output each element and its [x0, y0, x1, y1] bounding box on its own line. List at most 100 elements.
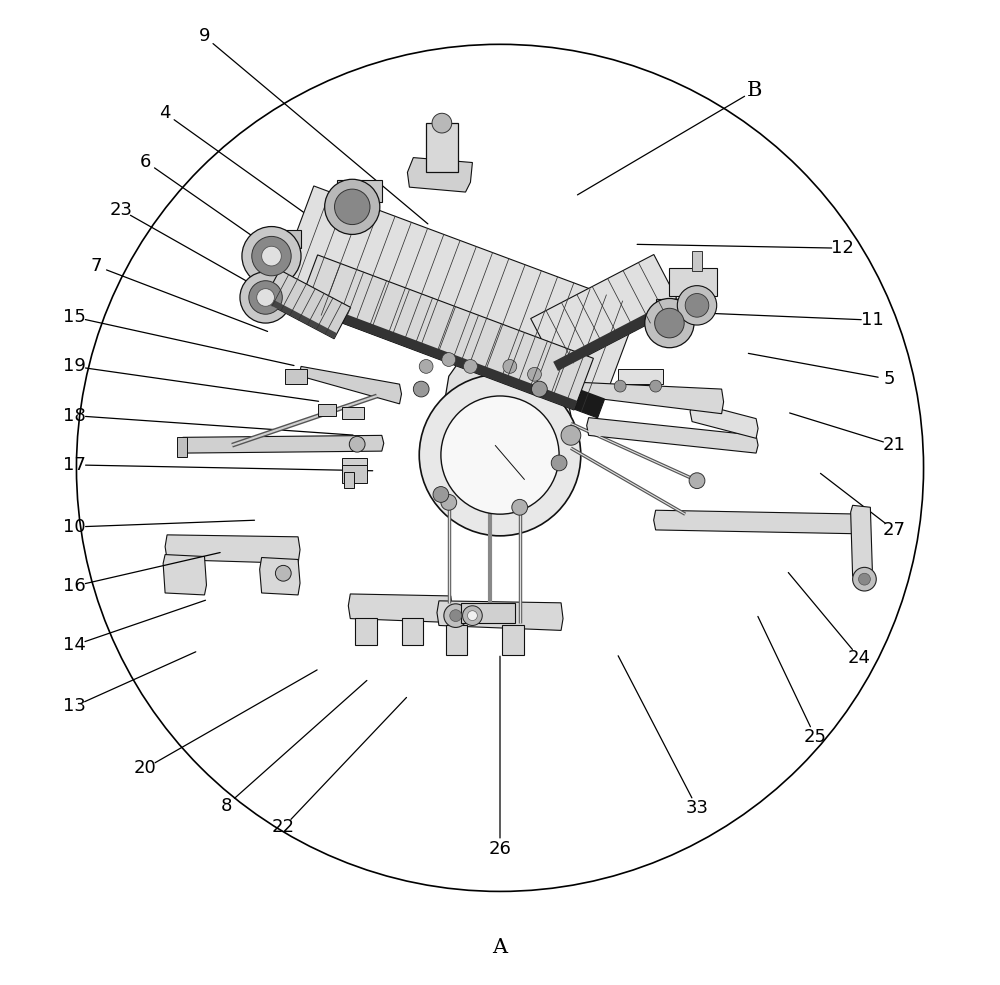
Text: 13: 13	[63, 697, 86, 715]
Bar	[426, 123, 458, 172]
Bar	[342, 407, 364, 419]
Bar	[446, 625, 467, 655]
Circle shape	[655, 308, 684, 338]
Bar	[355, 618, 377, 645]
Polygon shape	[263, 296, 337, 339]
Text: 17: 17	[63, 456, 86, 474]
Circle shape	[463, 606, 482, 625]
Text: 27: 27	[882, 521, 905, 539]
Circle shape	[335, 189, 370, 225]
Bar	[256, 276, 290, 291]
Polygon shape	[407, 158, 472, 192]
Text: 6: 6	[140, 153, 151, 170]
Bar	[692, 251, 702, 271]
Bar	[318, 404, 336, 416]
Circle shape	[551, 455, 567, 471]
Polygon shape	[531, 254, 681, 371]
Text: 33: 33	[685, 799, 708, 817]
Bar	[669, 268, 717, 296]
Bar	[502, 625, 524, 655]
Circle shape	[419, 360, 433, 373]
Circle shape	[532, 381, 547, 397]
Circle shape	[240, 272, 291, 323]
Bar	[262, 230, 301, 248]
Circle shape	[859, 573, 870, 585]
Circle shape	[677, 286, 717, 325]
Text: 10: 10	[63, 518, 86, 536]
Circle shape	[528, 367, 541, 381]
Circle shape	[853, 567, 876, 591]
Polygon shape	[273, 278, 605, 418]
Circle shape	[275, 565, 291, 581]
Polygon shape	[575, 382, 724, 414]
Circle shape	[512, 499, 528, 515]
Polygon shape	[298, 297, 577, 410]
Polygon shape	[273, 186, 639, 418]
Circle shape	[442, 353, 456, 366]
Text: 20: 20	[134, 759, 157, 777]
Text: 12: 12	[831, 239, 854, 257]
Text: 7: 7	[90, 257, 102, 275]
Bar	[342, 465, 367, 483]
Text: 5: 5	[883, 370, 895, 388]
Bar	[285, 369, 307, 384]
Circle shape	[645, 298, 694, 348]
Bar	[402, 618, 423, 645]
Text: 15: 15	[63, 308, 86, 326]
Polygon shape	[654, 510, 864, 534]
Text: 8: 8	[220, 797, 232, 815]
Bar	[461, 603, 515, 623]
Polygon shape	[299, 366, 402, 404]
Text: B: B	[746, 81, 762, 100]
Polygon shape	[348, 594, 453, 623]
Circle shape	[433, 487, 449, 502]
Text: 19: 19	[63, 358, 86, 375]
Polygon shape	[433, 355, 571, 502]
Bar	[342, 458, 367, 473]
Circle shape	[689, 473, 705, 489]
Circle shape	[650, 380, 662, 392]
Text: 9: 9	[199, 28, 210, 45]
Bar	[177, 437, 187, 457]
Circle shape	[432, 113, 452, 133]
Polygon shape	[437, 601, 563, 630]
Circle shape	[561, 426, 581, 445]
Polygon shape	[587, 418, 758, 453]
Circle shape	[349, 436, 365, 452]
Polygon shape	[553, 297, 681, 371]
Text: 14: 14	[63, 636, 86, 654]
Polygon shape	[163, 555, 206, 595]
Bar	[456, 608, 485, 623]
Circle shape	[252, 236, 291, 276]
Bar	[656, 299, 693, 317]
Polygon shape	[851, 505, 872, 576]
Text: 21: 21	[883, 436, 905, 454]
Circle shape	[614, 380, 626, 392]
Circle shape	[467, 611, 477, 621]
Text: 22: 22	[272, 819, 295, 836]
Circle shape	[450, 610, 462, 622]
Polygon shape	[298, 255, 593, 410]
Circle shape	[325, 179, 380, 234]
Text: 16: 16	[63, 577, 86, 595]
Bar	[337, 180, 382, 202]
Polygon shape	[263, 270, 351, 339]
Text: 23: 23	[109, 201, 132, 219]
Text: 24: 24	[848, 649, 871, 667]
Circle shape	[257, 289, 274, 306]
Circle shape	[419, 374, 581, 536]
Polygon shape	[165, 535, 300, 563]
Circle shape	[249, 281, 282, 314]
Text: A: A	[492, 938, 508, 957]
Circle shape	[441, 396, 559, 514]
Circle shape	[685, 294, 709, 317]
Bar	[618, 369, 663, 384]
Circle shape	[242, 227, 301, 286]
Circle shape	[441, 494, 457, 510]
Text: 26: 26	[489, 840, 511, 858]
Bar	[344, 472, 354, 488]
Polygon shape	[690, 402, 758, 438]
Text: 11: 11	[861, 311, 884, 329]
Circle shape	[464, 360, 477, 373]
Polygon shape	[260, 558, 300, 595]
